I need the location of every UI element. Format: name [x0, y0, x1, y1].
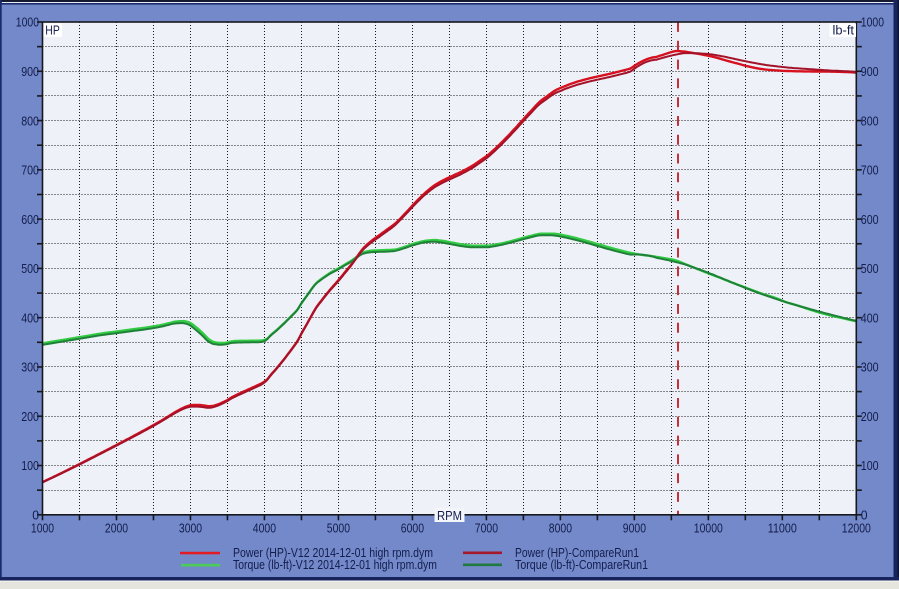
svg-text:1000: 1000	[16, 15, 39, 30]
svg-text:700: 700	[861, 163, 879, 178]
svg-text:12000: 12000	[842, 521, 871, 536]
svg-text:Torque (lb-ft)-V12 2014-12-01: Torque (lb-ft)-V12 2014-12-01 high rpm.d…	[233, 558, 437, 572]
svg-text:300: 300	[21, 360, 39, 375]
svg-text:6000: 6000	[401, 521, 424, 536]
svg-text:100: 100	[21, 458, 39, 473]
svg-text:4000: 4000	[253, 521, 276, 536]
svg-text:9000: 9000	[623, 521, 646, 536]
svg-text:Torque (lb-ft)-CompareRun1: Torque (lb-ft)-CompareRun1	[515, 558, 648, 572]
svg-text:500: 500	[21, 261, 39, 276]
svg-text:200: 200	[21, 409, 39, 424]
svg-text:600: 600	[21, 212, 39, 227]
svg-text:5000: 5000	[327, 521, 350, 536]
svg-text:3000: 3000	[179, 521, 202, 536]
svg-text:400: 400	[21, 310, 39, 325]
svg-text:lb-ft: lb-ft	[833, 23, 855, 37]
svg-text:1000: 1000	[861, 15, 884, 30]
svg-text:800: 800	[21, 113, 39, 128]
svg-text:8000: 8000	[549, 521, 572, 536]
svg-text:HP: HP	[45, 23, 60, 37]
svg-text:800: 800	[861, 113, 879, 128]
svg-text:900: 900	[861, 64, 879, 79]
svg-text:200: 200	[861, 409, 879, 424]
svg-text:500: 500	[861, 261, 879, 276]
svg-text:7000: 7000	[475, 521, 498, 536]
svg-text:300: 300	[861, 360, 879, 375]
svg-text:900: 900	[21, 64, 39, 79]
svg-text:600: 600	[861, 212, 879, 227]
svg-text:100: 100	[861, 458, 879, 473]
svg-text:RPM: RPM	[437, 509, 462, 523]
svg-text:10000: 10000	[694, 521, 723, 536]
svg-text:2000: 2000	[105, 521, 128, 536]
svg-text:1000: 1000	[31, 521, 54, 536]
svg-text:400: 400	[861, 310, 879, 325]
svg-text:11000: 11000	[768, 521, 797, 536]
svg-text:700: 700	[21, 163, 39, 178]
